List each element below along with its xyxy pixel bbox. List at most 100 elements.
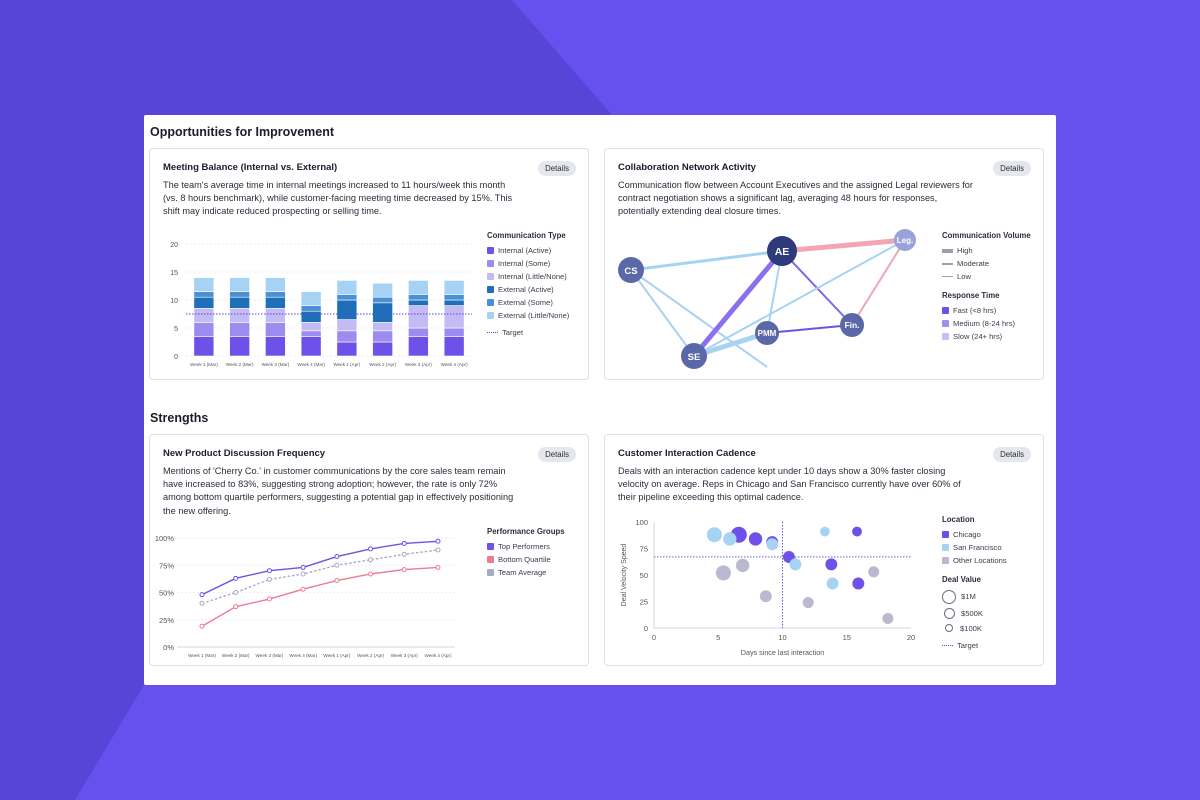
node-pmm[interactable]: PMM [755, 321, 779, 345]
bar-segment [193, 296, 215, 309]
legend-swatch [487, 286, 494, 293]
details-button[interactable]: Details [993, 161, 1031, 176]
scatter-point [748, 532, 763, 546]
legend-item: External (Some) [487, 296, 569, 309]
series-point [334, 554, 340, 560]
bar-segment [372, 302, 393, 323]
legend-item-target: Target [487, 326, 569, 339]
series-point [435, 538, 441, 544]
bar-segment [372, 282, 393, 298]
legend-item: Top Performers [487, 540, 565, 553]
series-point [300, 571, 306, 577]
y-tick-label: 25 [640, 598, 648, 607]
card-description: Deals with an interaction cadence kept u… [618, 466, 961, 503]
scatter-point [766, 538, 779, 551]
x-tick-label: Week 2 (Mar) [222, 653, 250, 658]
bar-segment [443, 327, 465, 337]
collaboration-network-card: Collaboration Network Activity Details C… [604, 148, 1044, 380]
y-tick-label: 0 [644, 624, 648, 633]
meeting-balance-card: Meeting Balance (Internal vs. External) … [149, 148, 589, 380]
legend-label: Fast (<8 hrs) [953, 306, 997, 315]
legend-item: Chicago [942, 528, 1007, 541]
bar-segment [265, 308, 286, 323]
x-axis-label: Days since last interaction [741, 648, 825, 657]
details-button[interactable]: Details [993, 447, 1031, 462]
legend-label: Internal (Little/None) [498, 272, 567, 281]
node-cs[interactable]: CS [618, 257, 644, 283]
legend-label: $100K [960, 623, 982, 633]
bar-segment [443, 294, 465, 301]
node-label: PMM [758, 329, 777, 338]
legend-swatch [487, 247, 494, 254]
scatter-point [802, 597, 814, 609]
bar-segment [408, 280, 429, 295]
x-tick-label: Week 3 (Apr) [391, 653, 418, 658]
legend-label: Chicago [953, 530, 981, 539]
legend-item: Bottom Quartile [487, 553, 565, 566]
y-tick-label: 15 [170, 270, 178, 277]
details-button[interactable]: Details [538, 161, 576, 176]
x-tick-label: Week 4 (Apr) [441, 362, 468, 367]
y-tick-label: 50 [640, 571, 648, 580]
bar-segment [443, 280, 465, 295]
node-leg[interactable]: Leg. [894, 229, 916, 251]
bar-segment [193, 277, 215, 292]
node-se[interactable]: SE [681, 343, 707, 369]
legend-item-100k: $100K [942, 621, 1007, 635]
y-tick-label: 0 [174, 354, 178, 361]
bar-segment [408, 299, 429, 306]
bar-segment [336, 299, 358, 320]
legend-item-medium: Medium (8-24 hrs) [942, 317, 1031, 330]
x-tick-label: Week 1 (Mar) [190, 362, 218, 367]
card-title: Customer Interaction Cadence [618, 448, 756, 459]
legend-swatch [942, 544, 949, 551]
legend-label: External (Some) [498, 298, 553, 307]
legend-label: Medium (8-24 hrs) [953, 319, 1016, 328]
series-point [334, 562, 340, 568]
x-tick-label: 10 [778, 633, 786, 642]
section-title-strengths: Strengths [150, 411, 209, 425]
scatter-point [826, 577, 839, 590]
bar-segment [408, 336, 429, 357]
x-tick-label: 5 [716, 633, 720, 642]
scatter-point [852, 577, 865, 590]
legend-label: External (Little/None) [498, 311, 570, 320]
legend-item: Other Locations [942, 554, 1007, 567]
network-graph: AE Leg. CS PMM Fin. SE [618, 229, 916, 369]
legend-item-1m: $1M [942, 588, 1007, 605]
x-tick-label: Week 1 (Apr) [323, 653, 350, 658]
legend-label: Bottom Quartile [498, 555, 551, 564]
scatter-point [852, 526, 862, 537]
bar-segment [300, 291, 322, 306]
legend-label: Other Locations [953, 556, 1007, 565]
node-ae[interactable]: AE [767, 236, 797, 266]
x-tick-label: Week 1 (Mar) [188, 653, 216, 658]
legend-label: $500K [961, 608, 983, 618]
legend-label: Team Average [498, 568, 547, 577]
bar-segment [229, 336, 250, 357]
legend-label: Target [502, 328, 524, 337]
node-fin[interactable]: Fin. [840, 313, 864, 337]
scatter-point [882, 612, 894, 624]
x-tick-label: Week 4 (Mar) [297, 362, 325, 367]
node-label: Leg. [897, 236, 913, 245]
series-point [266, 568, 272, 574]
legend-swatch [487, 543, 494, 550]
y-tick-label: 75% [159, 561, 174, 570]
x-tick-label: 15 [843, 633, 851, 642]
x-tick-label: Week 3 (Apr) [405, 362, 432, 367]
bar-segment [229, 322, 250, 337]
legend-label: Target [957, 641, 979, 650]
legend-item-500k: $500K [942, 605, 1007, 621]
node-label: AE [775, 246, 790, 258]
series-line [201, 540, 439, 596]
legend-swatch [487, 556, 494, 563]
bar-segment [336, 341, 358, 357]
bar-segment [443, 299, 465, 306]
details-button[interactable]: Details [538, 447, 576, 462]
legend-title: Response Time [942, 291, 1000, 300]
series-point [233, 604, 239, 610]
x-tick-label: Week 1 (Apr) [333, 362, 360, 367]
legend-item-low: Low [942, 270, 1031, 283]
legend-swatch [942, 531, 949, 538]
